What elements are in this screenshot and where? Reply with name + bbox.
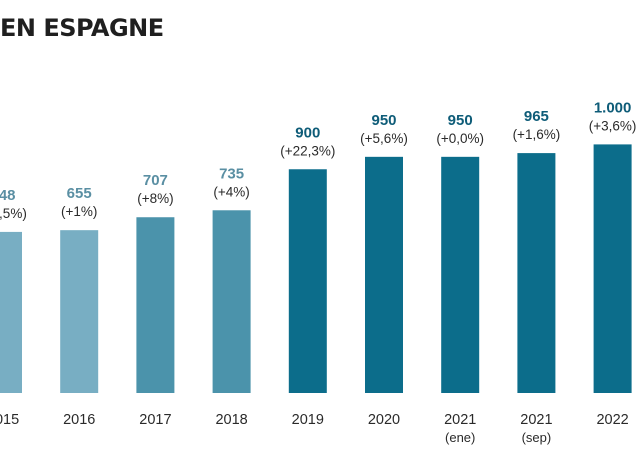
bar: [60, 230, 99, 393]
page-title: EN ESPAGNE: [0, 14, 164, 42]
bar-change-label: (+1%): [61, 204, 97, 219]
bar-value-label: 1.000: [594, 99, 632, 116]
bar: [136, 217, 175, 393]
bar-value-label: 900: [295, 124, 320, 141]
x-tick-label: 2017: [139, 412, 171, 428]
bar: [212, 210, 251, 393]
x-tick-sublabel: (ene): [445, 430, 475, 445]
bar-change-label: (+5,6%): [360, 131, 408, 146]
x-tick-label: 2016: [63, 412, 95, 428]
bar-value-label: 707: [143, 172, 168, 189]
x-tick-label: 2019: [292, 412, 324, 428]
x-tick-sublabel: (sep): [522, 430, 552, 445]
bar: [441, 156, 480, 393]
bar: [593, 144, 632, 393]
bar-value-label: 655: [67, 185, 92, 202]
bar-change-label: (+0,5%): [0, 206, 27, 221]
x-tick-label: 2018: [215, 412, 247, 428]
bar-value-label: 648: [0, 187, 16, 204]
bar: [288, 169, 327, 393]
bar-value-label: 965: [524, 108, 549, 125]
x-tick-label: 2015: [0, 412, 19, 428]
x-tick-label: 2020: [368, 412, 400, 428]
bar-change-label: (+1,6%): [513, 127, 561, 142]
bar-change-label: (+0,0%): [436, 131, 484, 146]
bar-change-label: (+22,3%): [280, 143, 335, 158]
bar-value-label: 950: [448, 112, 473, 129]
bar: [365, 156, 403, 393]
bar: [517, 153, 556, 393]
bar: [0, 231, 22, 393]
bar-change-label: (+8%): [137, 191, 173, 206]
x-tick-label: 2021: [520, 412, 552, 428]
x-tick-label: 2021: [444, 412, 476, 428]
x-tick-label: 2022: [596, 412, 628, 428]
bar-change-label: (+3,6%): [589, 118, 637, 133]
bar-value-label: 950: [371, 112, 396, 129]
bar-value-label: 735: [219, 165, 244, 182]
bar-change-label: (+4%): [213, 184, 249, 199]
